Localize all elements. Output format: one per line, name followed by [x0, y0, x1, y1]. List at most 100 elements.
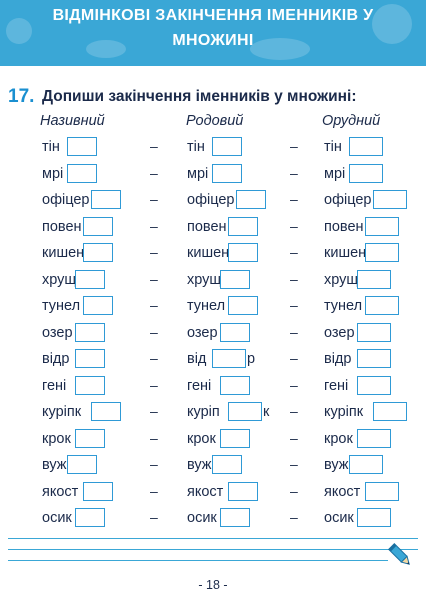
nominative-stem: повен: [42, 219, 82, 235]
nominative-ending-box[interactable]: [83, 217, 113, 236]
dash-separator: –: [150, 191, 158, 207]
genitive-ending-box[interactable]: [220, 429, 250, 448]
instrumental-ending-box[interactable]: [357, 349, 391, 368]
dash-separator: –: [290, 403, 298, 419]
ruled-line: [8, 549, 418, 550]
dash-separator: –: [150, 218, 158, 234]
dash-separator: –: [150, 138, 158, 154]
column-header-instrumental: Орудний: [322, 113, 381, 129]
instrumental-stem: осик: [324, 510, 354, 526]
banner-decor: [372, 4, 412, 44]
dash-separator: –: [150, 403, 158, 419]
dash-separator: –: [290, 456, 298, 472]
nominative-stem: озер: [42, 325, 73, 341]
genitive-stem: повен: [187, 219, 227, 235]
dash-separator: –: [290, 377, 298, 393]
column-header-genitive: Родовий: [186, 113, 244, 129]
genitive-ending-box[interactable]: [212, 164, 242, 183]
instrumental-ending-box[interactable]: [365, 217, 399, 236]
pencil-icon: [387, 542, 410, 565]
dash-separator: –: [290, 509, 298, 525]
nominative-ending-box[interactable]: [67, 164, 97, 183]
genitive-stem: кишен: [187, 245, 230, 261]
genitive-stem: гені: [187, 378, 212, 394]
genitive-ending-box[interactable]: [212, 137, 242, 156]
column-header-nominative: Називний: [40, 113, 105, 129]
dash-separator: –: [290, 218, 298, 234]
genitive-ending-box[interactable]: [228, 217, 258, 236]
instrumental-stem: озер: [324, 325, 355, 341]
instrumental-ending-box[interactable]: [357, 323, 391, 342]
instrumental-stem: якост: [324, 484, 361, 500]
nominative-ending-box[interactable]: [75, 508, 105, 527]
nominative-ending-box[interactable]: [75, 349, 105, 368]
genitive-ending-box[interactable]: [220, 508, 250, 527]
genitive-ending-box[interactable]: [236, 190, 266, 209]
nominative-ending-box[interactable]: [91, 190, 121, 209]
instrumental-stem: хрущ: [324, 272, 359, 288]
instrumental-ending-box[interactable]: [365, 243, 399, 262]
dash-separator: –: [150, 165, 158, 181]
instrumental-stem: мрі: [324, 166, 346, 182]
instrumental-stem: кишен: [324, 245, 367, 261]
instrumental-ending-box[interactable]: [373, 190, 407, 209]
genitive-ending-box[interactable]: [228, 402, 262, 421]
nominative-stem: відр: [42, 351, 70, 367]
dash-separator: –: [150, 350, 158, 366]
nominative-ending-box[interactable]: [75, 429, 105, 448]
genitive-ending-box[interactable]: [212, 455, 242, 474]
genitive-stem: озер: [187, 325, 218, 341]
nominative-ending-box[interactable]: [75, 323, 105, 342]
nominative-ending-box[interactable]: [75, 376, 105, 395]
genitive-ending-box[interactable]: [220, 323, 250, 342]
nominative-ending-box[interactable]: [67, 137, 97, 156]
ruled-line: [8, 560, 388, 561]
instrumental-ending-box[interactable]: [357, 429, 391, 448]
genitive-ending-box[interactable]: [228, 482, 258, 501]
genitive-stem: крок: [187, 431, 216, 447]
genitive-stem-suffix: к: [263, 404, 270, 420]
nominative-stem: куріпк: [42, 404, 82, 420]
instrumental-stem: куріпк: [324, 404, 364, 420]
genitive-stem-suffix: р: [247, 351, 256, 367]
instrumental-ending-box[interactable]: [357, 376, 391, 395]
instrumental-ending-box[interactable]: [365, 482, 399, 501]
nominative-stem: хрущ: [42, 272, 77, 288]
nominative-ending-box[interactable]: [83, 296, 113, 315]
instrumental-stem: тін: [324, 139, 342, 155]
genitive-ending-box[interactable]: [220, 376, 250, 395]
instrumental-ending-box[interactable]: [365, 296, 399, 315]
instrumental-ending-box[interactable]: [357, 508, 391, 527]
instrumental-ending-box[interactable]: [349, 455, 383, 474]
nominative-ending-box[interactable]: [75, 270, 105, 289]
genitive-stem: тін: [187, 139, 205, 155]
instrumental-ending-box[interactable]: [349, 137, 383, 156]
nominative-ending-box[interactable]: [83, 243, 113, 262]
instrumental-ending-box[interactable]: [349, 164, 383, 183]
genitive-ending-box[interactable]: [228, 243, 258, 262]
page-number: - 18 -: [198, 578, 228, 592]
banner-decor: [250, 38, 310, 60]
dash-separator: –: [290, 350, 298, 366]
instrumental-stem: крок: [324, 431, 353, 447]
genitive-ending-box[interactable]: [212, 349, 246, 368]
genitive-ending-box[interactable]: [228, 296, 258, 315]
dash-separator: –: [150, 483, 158, 499]
dash-separator: –: [290, 138, 298, 154]
instrumental-ending-box[interactable]: [357, 270, 391, 289]
genitive-ending-box[interactable]: [220, 270, 250, 289]
instrumental-ending-box[interactable]: [373, 402, 407, 421]
dash-separator: –: [150, 377, 158, 393]
instrumental-stem: тунел: [324, 298, 363, 314]
nominative-stem: тунел: [42, 298, 81, 314]
dash-separator: –: [290, 165, 298, 181]
instrumental-stem: повен: [324, 219, 364, 235]
nominative-stem: крок: [42, 431, 71, 447]
nominative-stem: вуж: [42, 457, 67, 473]
genitive-stem: осик: [187, 510, 217, 526]
nominative-ending-box[interactable]: [91, 402, 121, 421]
nominative-ending-box[interactable]: [67, 455, 97, 474]
nominative-ending-box[interactable]: [83, 482, 113, 501]
dash-separator: –: [150, 244, 158, 260]
dash-separator: –: [290, 483, 298, 499]
